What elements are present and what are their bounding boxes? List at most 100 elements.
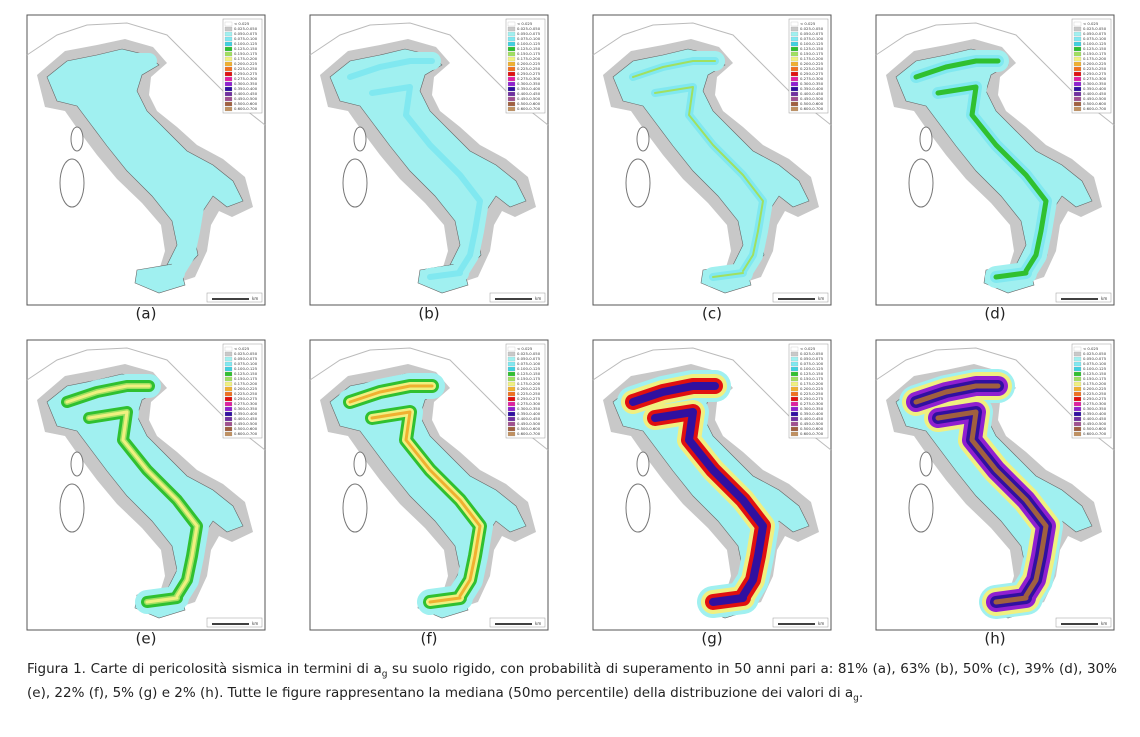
legend-swatch (224, 396, 233, 402)
legend-swatch (224, 371, 233, 377)
scale-unit: km (535, 621, 541, 626)
corsica (919, 451, 933, 477)
legend-swatch (1073, 386, 1082, 392)
legend-label: 0.075-0.100 (800, 361, 824, 366)
scale-box (1055, 292, 1112, 303)
hazard-zone (59, 53, 205, 285)
sardinia (908, 158, 934, 208)
legend-label: 0.025-0.050 (1083, 26, 1107, 31)
legend-label: 0.275-0.300 (234, 401, 258, 406)
legend-label: 0.050-0.075 (517, 31, 541, 36)
hazard-zone (632, 60, 764, 278)
legend-swatch (1073, 406, 1082, 412)
legend-swatch (1073, 51, 1082, 57)
map-panel: < 0.0250.025-0.0500.050-0.0750.075-0.100… (309, 339, 549, 631)
legend-label: 0.300-0.350 (517, 406, 541, 411)
legend-label: 0.150-0.175 (517, 376, 541, 381)
hazard-zone (913, 58, 1049, 280)
legend-swatch (790, 396, 799, 402)
legend-swatch (1073, 36, 1082, 42)
legend-label: 0.450-0.500 (800, 421, 824, 426)
legend-label: 0.100-0.125 (234, 41, 258, 46)
map-panel: < 0.0250.025-0.0500.050-0.0750.075-0.100… (592, 14, 832, 306)
legend-swatch (1073, 101, 1082, 107)
legend-label: 0.450-0.500 (517, 421, 541, 426)
legend-label: 0.025-0.050 (1083, 351, 1107, 356)
legend-swatch (224, 376, 233, 382)
legend: < 0.0250.025-0.0500.050-0.0750.075-0.100… (1071, 343, 1112, 439)
legend-swatch (1073, 76, 1082, 82)
legend-swatch (224, 51, 233, 57)
legend-label: 0.100-0.125 (517, 41, 541, 46)
legend-label: 0.275-0.300 (234, 76, 258, 81)
corsica (353, 126, 367, 152)
sardinia (625, 483, 651, 533)
legend-swatch (507, 431, 516, 437)
legend-swatch (224, 61, 233, 67)
legend-label: 0.250-0.275 (517, 71, 541, 76)
legend-swatch (224, 356, 233, 362)
legend-label: 0.175-0.200 (234, 56, 258, 61)
legend: < 0.0250.025-0.0500.050-0.0750.075-0.100… (1071, 18, 1112, 114)
caption-text: Figura 1. Carte di pericolosità sismica … (27, 661, 382, 677)
legend-label: 0.100-0.125 (234, 366, 258, 371)
legend-swatch (507, 386, 516, 392)
legend-label: 0.200-0.225 (517, 61, 541, 66)
legend-label: 0.025-0.050 (517, 351, 541, 356)
legend-swatch (507, 356, 516, 362)
legend-swatch (507, 81, 516, 87)
legend-label: 0.150-0.175 (800, 51, 824, 56)
legend-swatch (1073, 66, 1082, 72)
legend-label: 0.125-0.150 (800, 371, 824, 376)
scale-unit: km (252, 621, 258, 626)
caption-text: . (858, 684, 864, 701)
legend-swatch (224, 71, 233, 77)
legend-label: 0.200-0.225 (1083, 386, 1107, 391)
legend-label: 0.100-0.125 (800, 41, 824, 46)
legend-label: 0.500-0.600 (800, 426, 824, 431)
legend-swatch (790, 56, 799, 62)
legend-swatch (790, 416, 799, 422)
legend-label: 0.050-0.075 (800, 356, 824, 361)
legend-label: 0.450-0.500 (234, 96, 258, 101)
legend-label: 0.100-0.125 (1083, 41, 1107, 46)
legend-label: 0.600-0.700 (234, 431, 258, 436)
legend-swatch (507, 426, 516, 432)
map-panel: < 0.0250.025-0.0500.050-0.0750.075-0.100… (309, 14, 549, 306)
legend-label: 0.600-0.700 (1083, 106, 1107, 111)
legend-label: 0.075-0.100 (234, 361, 258, 366)
legend-label: 0.300-0.350 (234, 81, 258, 86)
legend-label: 0.275-0.300 (800, 76, 824, 81)
corsica (919, 126, 933, 152)
legend-label: 0.400-0.450 (800, 416, 824, 421)
legend-label: 0.300-0.350 (800, 81, 824, 86)
scale-box (1055, 617, 1112, 628)
legend-label: 0.250-0.275 (800, 71, 824, 76)
legend-swatch (224, 36, 233, 42)
legend-label: 0.225-0.250 (234, 66, 258, 71)
panel-label: (h) (984, 630, 1005, 648)
legend-swatch (224, 101, 233, 107)
legend-label: 0.125-0.150 (1083, 46, 1107, 51)
legend-label: 0.225-0.250 (1083, 391, 1107, 396)
legend-swatch (790, 51, 799, 57)
legend-swatch (1073, 371, 1082, 377)
legend-label: 0.350-0.400 (1083, 86, 1107, 91)
legend: < 0.0250.025-0.0500.050-0.0750.075-0.100… (222, 343, 263, 439)
legend-swatch (1073, 71, 1082, 77)
legend-swatch (790, 81, 799, 87)
map-panel: < 0.0250.025-0.0500.050-0.0750.075-0.100… (26, 339, 266, 631)
corsica (70, 451, 84, 477)
legend-swatch (790, 431, 799, 437)
legend-swatch (224, 66, 233, 72)
legend-swatch (507, 66, 516, 72)
legend-swatch (1073, 86, 1082, 92)
legend-label: 0.400-0.450 (1083, 416, 1107, 421)
scale-unit: km (1101, 296, 1107, 301)
hazard-zone (347, 58, 483, 280)
legend-label: 0.225-0.250 (1083, 66, 1107, 71)
legend-label: < 0.025 (234, 21, 250, 26)
legend-label: 0.350-0.400 (234, 86, 258, 91)
legend-swatch (224, 381, 233, 387)
hazard-zone (348, 384, 482, 604)
